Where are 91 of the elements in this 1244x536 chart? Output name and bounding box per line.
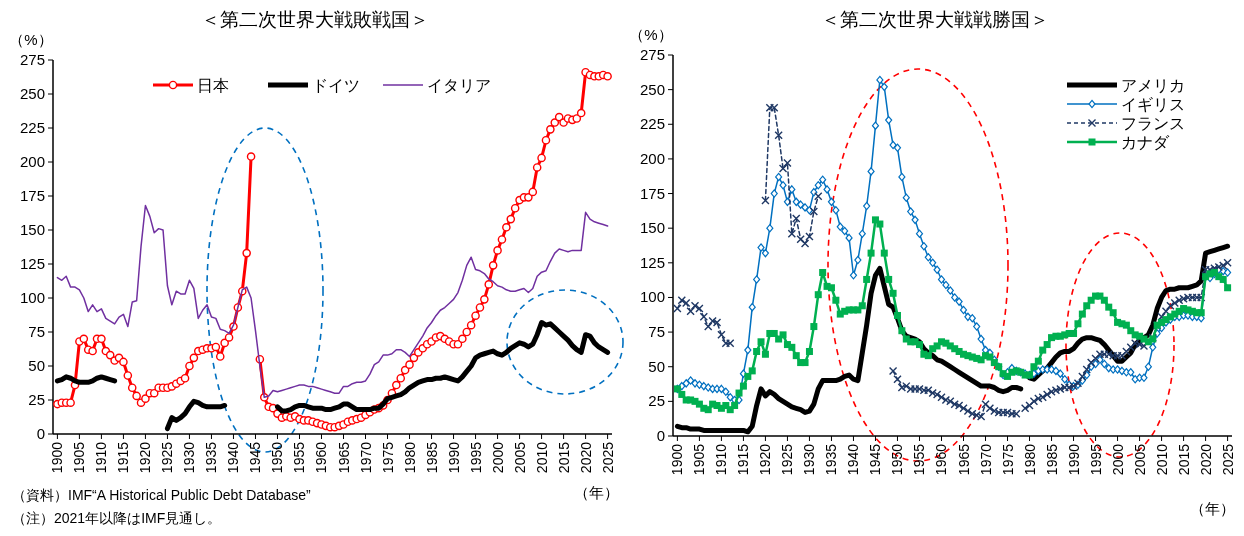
x-tick-label: 1915 <box>115 441 132 474</box>
y-tick-label: 25 <box>648 392 665 410</box>
x-tick-label: 2015 <box>555 441 572 474</box>
y-tick-label: 125 <box>19 255 45 272</box>
legend-label: イギリス <box>1121 96 1185 113</box>
y-tick-label: 250 <box>639 80 665 98</box>
x-tick-label: 1935 <box>203 441 220 474</box>
x-tick-label: 1955 <box>911 443 928 476</box>
y-tick-label: 225 <box>639 115 665 133</box>
y-tick-label: 75 <box>28 323 45 340</box>
y-tick-label: 100 <box>19 289 45 306</box>
x-tick-label: 1905 <box>71 441 88 474</box>
legend-label: ドイツ <box>312 77 360 94</box>
x-tick-label: 1915 <box>735 443 752 476</box>
legend-label: フランス <box>1121 115 1185 132</box>
x-tick-label: 1925 <box>779 443 796 476</box>
y-tick-label: 0 <box>36 425 45 442</box>
y-tick-label: 150 <box>19 221 45 238</box>
x-tick-label: 1990 <box>1065 443 1082 476</box>
x-tick-label: 1930 <box>801 443 818 476</box>
x-tick-label: 1920 <box>757 443 774 476</box>
x-tick-label: 1970 <box>357 441 374 474</box>
x-tick-label: 1910 <box>713 443 730 476</box>
x-tick-label: 1965 <box>955 443 972 476</box>
x-tick-label: 1910 <box>93 441 110 474</box>
y-tick-label: 250 <box>19 85 45 102</box>
x-tick-label: 1980 <box>401 441 418 474</box>
y-axis-title: （%） <box>9 31 53 48</box>
x-tick-label: 1960 <box>933 443 950 476</box>
x-tick-label: 2015 <box>1175 443 1192 476</box>
x-axis-title: （年） <box>1189 500 1235 517</box>
x-tick-label: 1995 <box>467 441 484 474</box>
y-tick-label: 275 <box>639 46 665 63</box>
y-tick-label: 50 <box>28 357 45 374</box>
legend-label: 日本 <box>197 77 229 94</box>
x-tick-label: 1970 <box>977 443 994 476</box>
chart-title: ＜第二次世界大戦戦勝国＞ <box>821 9 1049 30</box>
x-tick-label: 2010 <box>1153 443 1170 476</box>
text: （注）2021年以降はIMF見通し。 <box>12 510 222 526</box>
y-tick-label: 100 <box>639 288 665 306</box>
y-tick-label: 75 <box>648 323 665 341</box>
y-tick-label: 175 <box>19 187 45 204</box>
x-tick-label: 1950 <box>269 441 286 474</box>
x-tick-label: 2005 <box>1131 443 1148 476</box>
text: （資料）IMF“A Historical Public Debt Database” <box>12 487 312 503</box>
x-tick-label: 1950 <box>889 443 906 476</box>
chart-title: ＜第二次世界大戦敗戦国＞ <box>201 9 429 30</box>
x-tick-label: 1945 <box>247 441 264 474</box>
x-tick-label: 2005 <box>511 441 528 474</box>
legend-label: アメリカ <box>1121 77 1185 94</box>
x-tick-label: 1960 <box>313 441 330 474</box>
x-axis-title: （年） <box>573 484 619 501</box>
y-tick-label: 200 <box>639 149 665 167</box>
x-tick-label: 1975 <box>379 441 396 474</box>
y-tick-label: 125 <box>639 253 665 271</box>
y-tick-label: 50 <box>648 357 665 375</box>
legend-label: イタリア <box>427 77 491 94</box>
x-tick-label: 1975 <box>999 443 1016 476</box>
x-tick-label: 1985 <box>423 441 440 474</box>
x-tick-label: 1900 <box>49 441 66 474</box>
x-tick-label: 1935 <box>823 443 840 476</box>
y-tick-label: 0 <box>656 427 665 444</box>
x-tick-label: 2020 <box>1197 443 1214 476</box>
x-tick-label: 2000 <box>1109 443 1126 476</box>
x-tick-label: 1995 <box>1087 443 1104 476</box>
y-tick-label: 175 <box>639 184 665 202</box>
x-tick-label: 1940 <box>225 441 242 474</box>
y-tick-label: 200 <box>19 153 45 170</box>
x-tick-label: 1985 <box>1043 443 1060 476</box>
y-tick-label: 150 <box>639 219 665 237</box>
x-tick-label: 2000 <box>489 441 506 474</box>
y-tick-label: 25 <box>28 391 45 408</box>
x-tick-label: 1920 <box>137 441 154 474</box>
legend-label: カナダ <box>1121 134 1170 151</box>
x-tick-label: 1930 <box>181 441 198 474</box>
x-tick-label: 1990 <box>445 441 462 474</box>
y-tick-label: 275 <box>19 51 45 68</box>
x-tick-label: 1965 <box>335 441 352 474</box>
x-tick-label: 2010 <box>533 441 550 474</box>
x-tick-label: 1925 <box>159 441 176 474</box>
x-tick-label: 1980 <box>1021 443 1038 476</box>
x-tick-label: 1945 <box>867 443 884 476</box>
x-tick-label: 1955 <box>291 441 308 474</box>
x-tick-label: 2020 <box>577 441 594 474</box>
y-axis-title: （%） <box>629 26 673 43</box>
x-tick-label: 1900 <box>669 443 686 476</box>
x-tick-label: 2025 <box>1219 443 1236 476</box>
y-tick-label: 225 <box>19 119 45 136</box>
x-tick-label: 1905 <box>691 443 708 476</box>
x-tick-label: 2025 <box>599 441 616 474</box>
x-tick-label: 1940 <box>845 443 862 476</box>
